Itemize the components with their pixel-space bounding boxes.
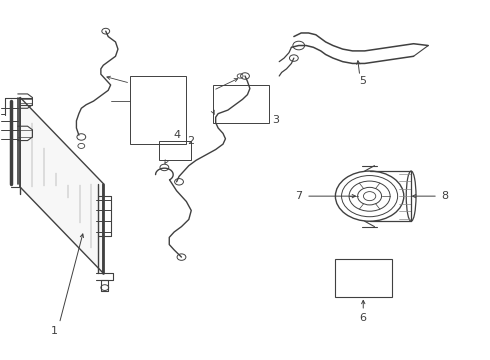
Text: 8: 8 — [441, 191, 448, 201]
Text: 4: 4 — [173, 130, 180, 140]
Text: 2: 2 — [187, 136, 195, 146]
Bar — [130, 76, 186, 144]
Polygon shape — [20, 98, 103, 273]
Text: 6: 6 — [360, 313, 367, 323]
Text: 7: 7 — [295, 191, 302, 201]
Text: 5: 5 — [359, 76, 366, 86]
Bar — [213, 85, 270, 123]
Text: 3: 3 — [272, 115, 279, 125]
Text: 1: 1 — [51, 325, 58, 336]
Bar — [159, 140, 191, 160]
Bar — [335, 259, 392, 297]
